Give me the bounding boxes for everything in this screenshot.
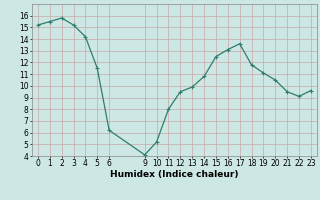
X-axis label: Humidex (Indice chaleur): Humidex (Indice chaleur)	[110, 170, 239, 179]
